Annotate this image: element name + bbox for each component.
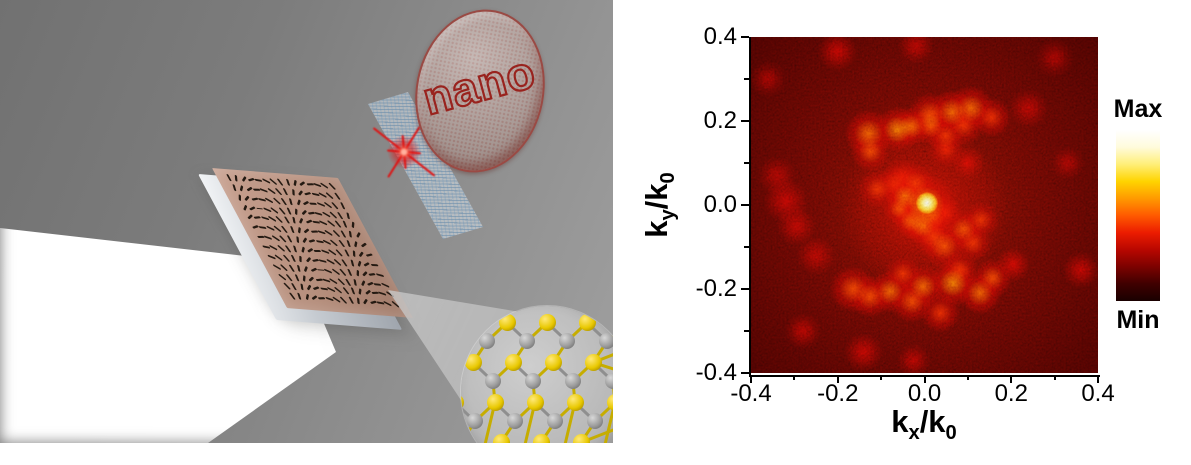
metal-atom: [525, 373, 541, 389]
hotspot-blob: [818, 37, 858, 72]
axis-tick: [836, 375, 839, 383]
tick-label: -0.2: [695, 275, 737, 302]
heatmap-canvas: [751, 37, 1098, 373]
sulfur-atom: [498, 313, 516, 331]
metal-atom: [507, 413, 523, 429]
colorbar-min-label: Min: [1116, 306, 1160, 334]
hotspot-blob: [951, 146, 985, 180]
sulfur-atom: [504, 353, 522, 371]
sulfur-atom: [461, 313, 476, 331]
colorbar-max-label: Max: [1113, 95, 1163, 123]
axis-tick: [741, 120, 749, 122]
nano-disk-text: nano: [416, 44, 542, 126]
axis-minor-tick: [744, 330, 749, 332]
sulfur-atom: [566, 393, 584, 411]
hotspot-blob: [1051, 146, 1085, 180]
axis-tick: [741, 372, 749, 374]
hotspot-blob: [884, 256, 921, 293]
tick-label: -0.4: [730, 380, 772, 407]
axis-tick: [923, 375, 926, 383]
hotspot-blob: [920, 293, 960, 333]
axis-tick: [750, 375, 752, 383]
metal-atom: [605, 373, 613, 389]
hotspot-blob: [751, 61, 787, 98]
nano-disk: nano: [401, 0, 559, 184]
hotspot-blob: [883, 157, 923, 196]
tick-label: 0.0: [907, 380, 942, 407]
metal-atom: [519, 333, 535, 349]
axis-tick: [1010, 375, 1013, 383]
axis-minor-tick: [744, 78, 749, 80]
sulfur-atom: [578, 313, 596, 331]
metal-atom: [559, 333, 575, 349]
sulfur-atom: [492, 433, 510, 443]
sulfur-atom: [572, 433, 590, 443]
axis-minor-tick: [744, 246, 749, 248]
tick-label: 0.4: [703, 23, 737, 50]
hotspot-blob: [796, 236, 836, 275]
metal-atom: [587, 413, 603, 429]
tick-label: 0.0: [703, 191, 737, 218]
laser-spark-icon: [372, 120, 436, 184]
axis-minor-tick: [793, 375, 796, 380]
tick-label: -0.2: [817, 380, 859, 407]
metal-atom: [599, 333, 613, 349]
hotspot-blob: [996, 248, 1030, 282]
y-axis-label: ky/k0: [639, 172, 680, 238]
sulfur-atom: [532, 433, 550, 443]
x-axis-label: kx/k0: [891, 404, 957, 445]
tick-label: 0.2: [703, 107, 737, 134]
axis-tick: [741, 204, 749, 206]
metal-atom: [565, 373, 581, 389]
sulfur-atom: [538, 313, 556, 331]
hotspot-blob: [1009, 89, 1049, 128]
axis-minor-tick: [1053, 375, 1056, 380]
colorbar-gradient: [1116, 130, 1160, 301]
metal-atom: [547, 413, 563, 429]
metal-atom: [479, 333, 495, 349]
hotspot-blob: [1062, 252, 1098, 289]
axis-minor-tick: [880, 375, 883, 380]
metal-atom: [467, 413, 483, 429]
disk-label: nano: [418, 45, 541, 125]
crystal-lattice: [461, 306, 613, 443]
sulfur-atom: [544, 353, 562, 371]
metasurface-3d-illustration: nano: [0, 0, 613, 443]
axis-tick: [741, 36, 749, 38]
sulfur-atom: [612, 433, 613, 443]
sulfur-atom: [461, 393, 464, 411]
sulfur-atom: [526, 393, 544, 411]
crystal-lattice-inset: [461, 306, 613, 443]
hotspot-blob: [928, 117, 965, 154]
metal-atom: [485, 373, 501, 389]
hotspot-blob: [897, 343, 931, 373]
sulfur-atom: [464, 353, 482, 371]
tick-label: 0.2: [994, 380, 1028, 407]
axis-minor-tick: [744, 162, 749, 164]
axis-tick: [741, 288, 749, 290]
axis-tick: [1097, 375, 1099, 383]
sulfur-atom: [461, 433, 470, 443]
hotspot-blob: [942, 251, 979, 288]
hotspot-blob: [785, 313, 822, 350]
hotspot-blob: [844, 332, 884, 372]
sulfur-atom: [486, 393, 504, 411]
sulfur-atom: [584, 353, 602, 371]
tick-label: 0.4: [1081, 380, 1115, 407]
hotspot-blob: [1035, 38, 1075, 78]
hotspot-blob: [928, 195, 962, 230]
hotspot-blob: [897, 37, 934, 65]
tick-label: -0.4: [695, 359, 737, 386]
axis-minor-tick: [966, 375, 969, 380]
sulfur-atom: [606, 393, 613, 411]
